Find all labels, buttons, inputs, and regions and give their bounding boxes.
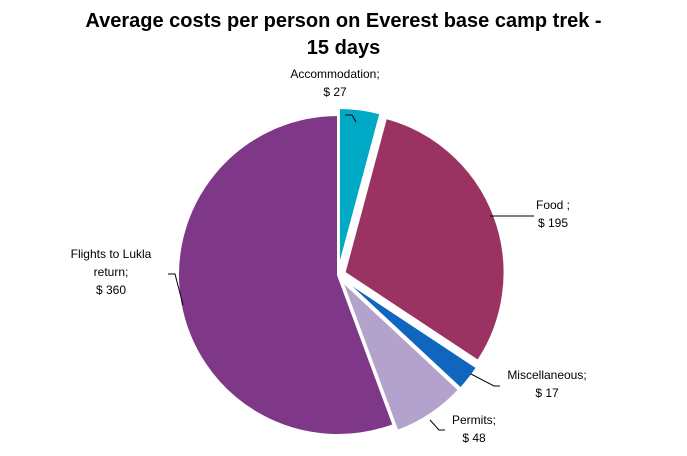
chart-title: Average costs per person on Everest base… [0,8,687,62]
data-label-miscellaneous: Miscellaneous; $ 17 [507,368,586,400]
chart-title-line-2: 15 days [306,37,381,59]
leader-line-flights-to-lukla-return [168,273,184,306]
pie-slice-flights-to-lukla-return [177,113,395,436]
data-label-permits: Permits; $ 48 [452,413,496,445]
data-label-flights-to-lukla-return: Flights to Lukla return; $ 360 [71,247,152,297]
pie-slice-permits [340,280,461,433]
data-label-food: Food ; $ 195 [536,198,570,230]
pie-slice-miscellaneous [342,278,479,390]
leader-line-permits [429,419,445,431]
pie-slice-accommodation [337,107,382,269]
chart-title-line-1: Average costs per person on Everest base… [85,10,602,32]
leader-line-accommodation [345,114,357,123]
data-label-accommodation: Accommodation; $ 27 [290,67,379,99]
leader-line-miscellaneous [470,373,500,387]
